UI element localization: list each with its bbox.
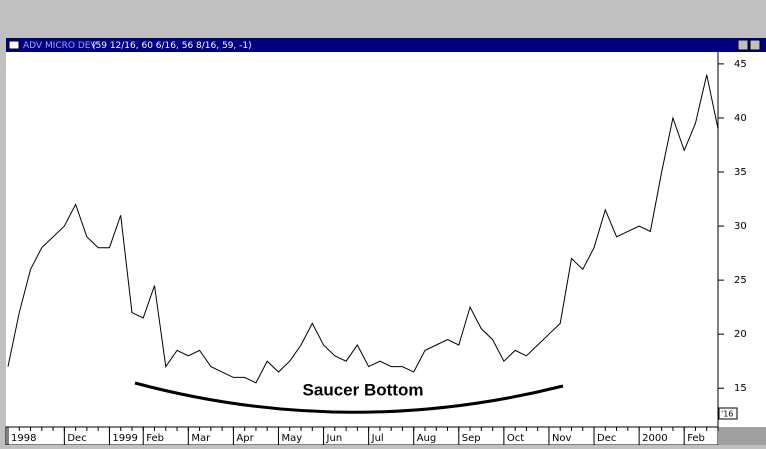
close-button[interactable]: [749, 39, 761, 51]
x-tick-label: Mar: [191, 433, 211, 444]
window-quote: (59 12/16, 60 6/16, 56 8/16, 59, -1): [92, 41, 252, 51]
x-tick-label: Dec: [597, 433, 616, 444]
corner: [718, 427, 766, 445]
x-tick-label: 1999: [112, 433, 137, 444]
x-tick-label: May: [281, 433, 302, 444]
x-tick-label: Jun: [326, 433, 343, 444]
x-tick-label: Sep: [462, 433, 481, 444]
annotation: Saucer Bottom: [303, 380, 424, 399]
x-tick-label: Apr: [236, 433, 254, 444]
x-tick-label: Aug: [417, 433, 437, 444]
y-tick-label: 25: [734, 275, 747, 286]
x-tick-label: Oct: [507, 433, 524, 444]
y-tick-label: 35: [734, 167, 747, 178]
y-tick-label: 40: [734, 113, 747, 124]
title-bar: [6, 38, 766, 52]
scale-label: '16: [721, 410, 733, 419]
x-tick-label: 1998: [11, 433, 36, 444]
plot-area: [6, 52, 766, 427]
x-tick-label: 2000: [642, 433, 667, 444]
x-tick-label: Feb: [146, 433, 164, 444]
x-tick-label: Jul: [371, 433, 384, 444]
scale-box: [718, 407, 738, 420]
window-icon: [8, 40, 20, 50]
restore-button[interactable]: [737, 39, 749, 51]
window-title: ADV MICRO DEV: [23, 41, 97, 51]
x-tick-label: Feb: [687, 433, 705, 444]
y-tick-label: 45: [734, 59, 747, 70]
x-tick-label: Dec: [67, 433, 86, 444]
price-line: [7, 74, 719, 384]
y-tick-label: 20: [734, 329, 747, 340]
y-tick-label: 15: [734, 383, 747, 394]
saucer-arc: [134, 381, 564, 414]
x-tick-label: Nov: [552, 433, 572, 444]
y-tick-label: 30: [734, 221, 747, 232]
